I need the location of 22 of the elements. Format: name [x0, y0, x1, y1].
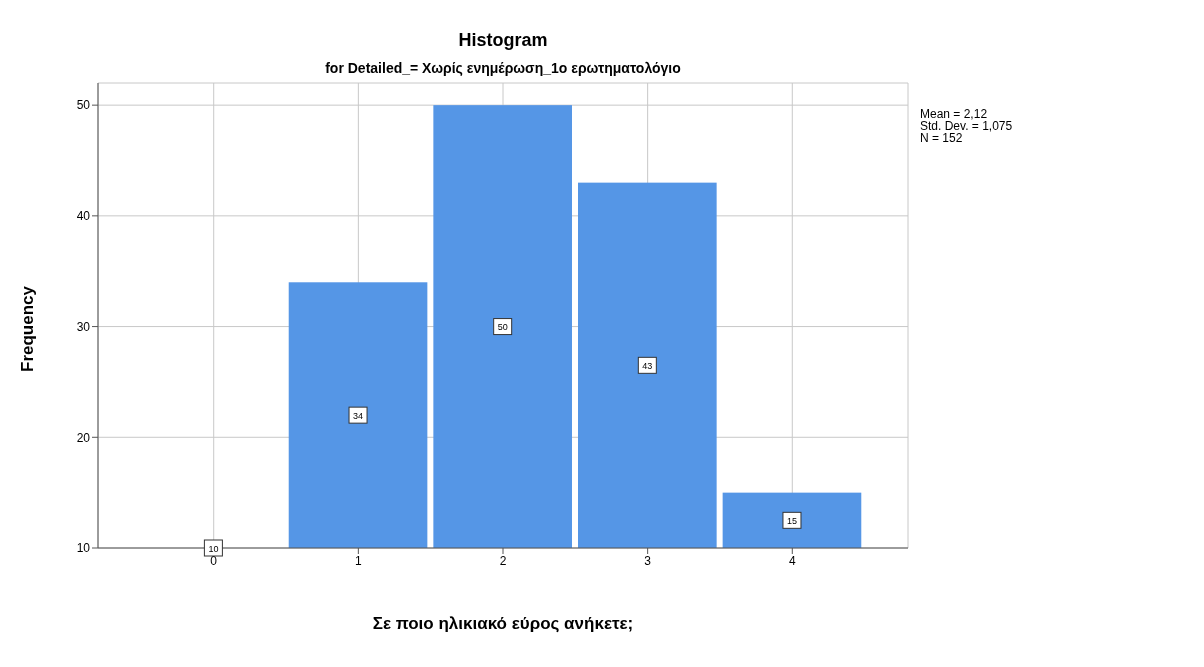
text: N = 152 — [920, 131, 964, 145]
chart-title: Histogram — [457, 30, 549, 51]
x-tick-label: 0 — [210, 553, 218, 568]
x-tick-label: 1 — [355, 553, 363, 568]
x-tick-label: 2 — [499, 553, 507, 568]
x-axis-title: Σε ποιο ηλικιακό εύρος ανήκετε; — [371, 614, 635, 634]
data-label: 34 — [353, 410, 364, 421]
x-tick-label: 3 — [644, 553, 652, 568]
y-tick-label: 50 — [76, 98, 91, 113]
chart-subtitle: for Detailed_= Χωρίς ενημέρωση_1ο ερωτηματολόγιο — [324, 60, 682, 76]
y-tick-label: 20 — [76, 430, 91, 445]
y-axis-title: Frequency — [18, 284, 38, 374]
x-tick-label: 4 — [788, 553, 796, 568]
data-label: 43 — [642, 360, 653, 371]
data-label: 50 — [497, 322, 508, 333]
y-tick-label: 30 — [76, 319, 91, 334]
text: Mean = 2,12 — [920, 107, 989, 121]
text: Std. Dev. = 1,075 — [920, 119, 1013, 133]
data-label: 15 — [786, 515, 797, 526]
y-tick-label: 40 — [76, 209, 91, 224]
y-tick-label: 10 — [76, 541, 91, 556]
data-label: 10 — [208, 543, 219, 554]
